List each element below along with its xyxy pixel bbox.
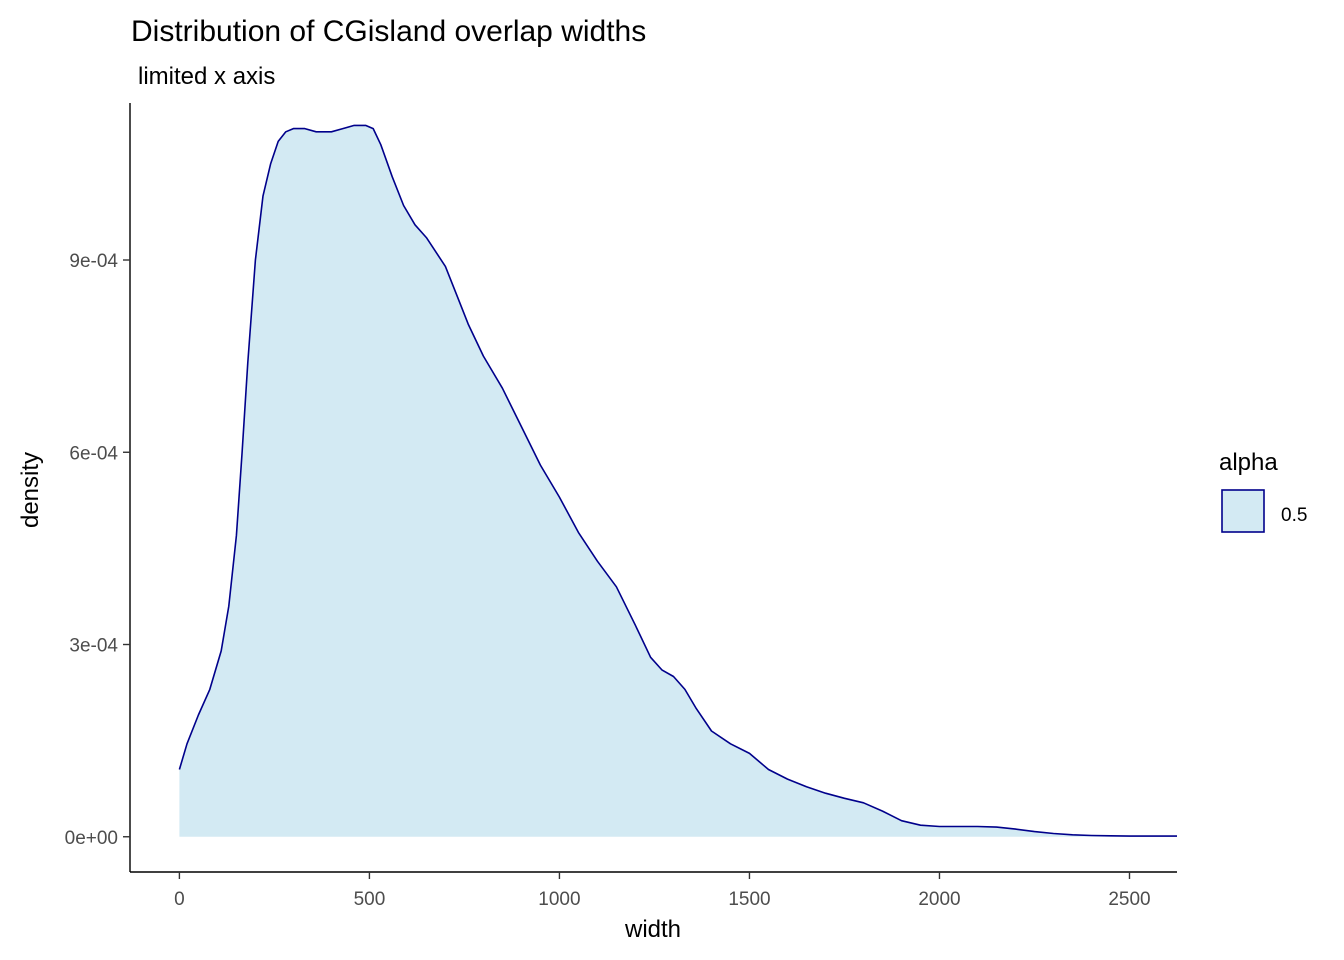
x-tick-label: 1000 xyxy=(538,889,580,910)
legend-title: alpha xyxy=(1219,449,1278,476)
y-axis-ticks: 0e+00 3e-04 6e-04 9e-04 xyxy=(65,251,130,849)
chart-title: Distribution of CGisland overlap widths xyxy=(131,15,646,48)
density-line xyxy=(178,124,1177,837)
x-tick-label: 1500 xyxy=(728,889,770,910)
legend: alpha 0.5 xyxy=(1219,449,1307,533)
chart-subtitle: limited x axis xyxy=(138,63,275,90)
x-axis-ticks: 0 500 1000 1500 2000 2500 xyxy=(174,872,1151,910)
plot-area xyxy=(178,124,1177,837)
x-tick-label: 2500 xyxy=(1108,889,1150,910)
legend-key xyxy=(1221,489,1265,533)
x-tick-label: 0 xyxy=(174,889,185,910)
y-tick-label: 0e+00 xyxy=(65,828,118,849)
x-axis-title: width xyxy=(624,916,681,943)
density-area xyxy=(179,125,1177,837)
x-tick-label: 500 xyxy=(354,889,386,910)
y-axis-title: density xyxy=(17,452,44,528)
y-tick-label: 9e-04 xyxy=(69,251,118,272)
x-tick-label: 2000 xyxy=(918,889,960,910)
legend-label: 0.5 xyxy=(1281,505,1307,526)
y-tick-label: 6e-04 xyxy=(69,443,118,464)
y-tick-label: 3e-04 xyxy=(69,636,118,657)
